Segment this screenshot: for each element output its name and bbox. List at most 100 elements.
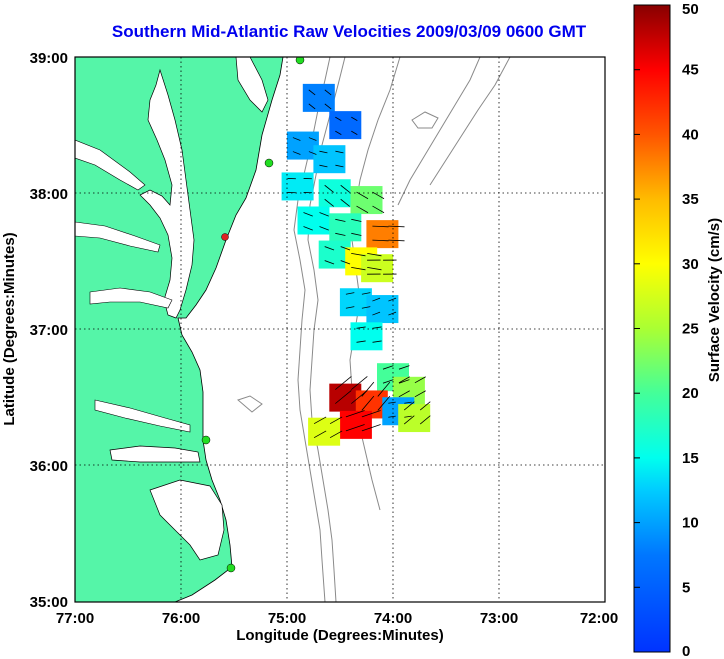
velocity-cell [366,220,399,249]
velocity-vector [329,416,343,425]
velocity-cell [281,172,314,201]
velocity-vector [377,395,391,411]
velocity-vector [335,150,344,154]
velocity-cell [350,322,383,351]
velocity-vector [361,410,381,418]
x-tick-label: 77:00 [56,610,94,627]
station-marker[interactable] [201,435,211,445]
velocity-vectors [287,89,431,439]
bay-tributary-3 [89,287,173,309]
velocity-vector [372,239,389,242]
map-border [74,56,606,603]
coastal-river [94,399,191,433]
bay-tributary-2 [75,221,161,253]
velocity-vector [335,376,352,390]
velocity-vector [388,225,405,228]
velocity-vector [324,198,334,207]
velocity-vector [404,415,412,418]
velocity-vector [404,401,412,404]
velocity-vector [319,164,328,168]
map-grid [75,57,605,602]
velocity-vector [361,306,371,309]
velocity-vector [308,151,317,155]
velocity-vector [324,89,332,96]
x-tick-label: 72:00 [580,610,618,627]
velocity-vector [398,390,410,398]
velocity-vector [335,164,344,168]
colorbar-tick-label: 5 [682,579,690,596]
velocity-vector [319,212,329,217]
velocity-vector [313,416,327,425]
velocity-vector [388,401,396,404]
colorbar-tick-label: 20 [682,385,699,402]
y-axis-ticks: 39:00 38:00 37:00 36:00 35:00 [30,50,68,611]
velocity-cell [361,254,394,283]
station-marker[interactable] [264,158,274,168]
velocity-vector [340,198,350,207]
x-tick-label: 73:00 [480,610,518,627]
velocity-cell [329,111,362,140]
velocity-vector [388,239,405,242]
velocity-vector [351,130,358,135]
albemarle-sound [109,445,201,463]
velocity-cell [350,186,383,215]
velocity-vector [372,311,381,316]
velocity-vector [308,137,317,141]
velocity-cell [297,206,330,235]
velocity-vector [361,292,371,295]
velocity-vector [351,116,358,121]
velocity-vector [382,365,394,370]
velocity-vector [308,89,316,96]
y-tick-label: 38:00 [30,186,68,203]
y-tick-label: 39:00 [30,50,68,67]
velocity-vector [345,292,355,295]
station-marker-alert[interactable] [221,233,229,241]
velocity-vector [351,218,362,222]
velocity-vector [372,326,382,329]
velocity-vector [356,205,369,214]
velocity-vector [398,376,410,384]
velocity-vector [356,191,369,200]
station-marker[interactable] [226,563,236,573]
colorbar-tick-label: 30 [682,256,699,273]
velocity-vector [303,212,313,217]
x-axis-label: Longitude (Degrees:Minutes) [236,627,444,644]
colorbar-tick-label: 45 [682,62,699,79]
colorbar-label: Surface Velocity (cm/s) [706,218,723,382]
velocity-vector [351,252,366,257]
colorbar-tick-label: 35 [682,191,699,208]
velocity-vector [324,103,332,110]
velocity-vector [351,266,366,271]
velocity-vector [329,430,343,439]
velocity-vector [335,116,342,121]
velocity-vector [335,390,352,404]
velocity-vector [398,379,410,384]
y-tick-label: 35:00 [30,594,68,611]
velocity-vector [292,151,301,155]
x-tick-label: 76:00 [162,610,200,627]
velocity-vector [345,410,365,418]
x-axis-ticks: 77:00 76:00 75:00 74:00 73:00 72:00 [56,610,618,627]
velocity-vector [324,184,334,193]
velocity-vector [388,311,397,316]
velocity-vector [308,103,316,110]
velocity-vector [303,226,313,231]
velocity-vector [372,297,381,302]
velocity-vector [340,246,351,251]
colorbar-tick-label: 50 [682,1,699,18]
colorbar-tick-label: 10 [682,515,699,532]
station-marker[interactable] [295,56,305,65]
velocity-vector [351,232,362,236]
bay-tributary-1 [75,139,146,191]
velocity-vector [351,376,368,390]
velocity-vector [382,379,394,384]
velocity-vector [377,381,391,397]
velocity-vector [319,150,328,154]
velocity-vector [403,415,415,425]
velocity-vector [356,340,366,343]
velocity-cell [398,404,431,433]
velocity-vector [313,430,327,439]
velocity-vector [403,401,415,411]
